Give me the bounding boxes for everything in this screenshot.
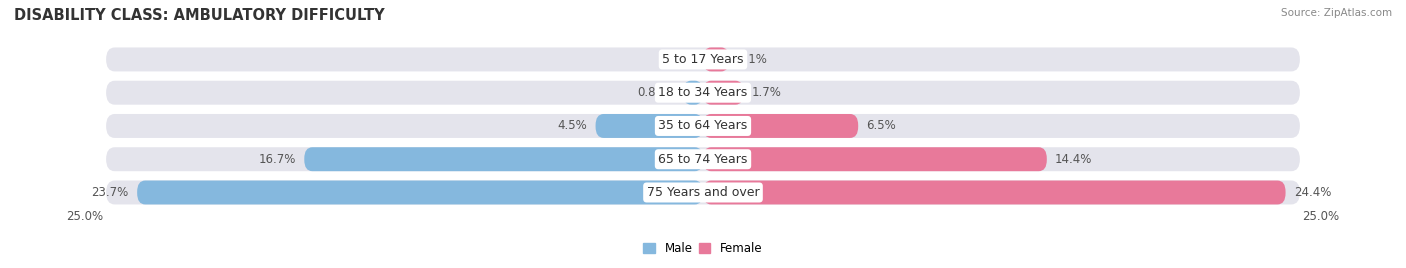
Text: 35 to 64 Years: 35 to 64 Years — [658, 120, 748, 132]
FancyBboxPatch shape — [105, 47, 1301, 71]
Text: 75 Years and over: 75 Years and over — [647, 186, 759, 199]
Text: 5 to 17 Years: 5 to 17 Years — [662, 53, 744, 66]
FancyBboxPatch shape — [703, 114, 858, 138]
FancyBboxPatch shape — [105, 81, 1301, 105]
FancyBboxPatch shape — [703, 81, 744, 105]
Text: 65 to 74 Years: 65 to 74 Years — [658, 153, 748, 166]
FancyBboxPatch shape — [703, 47, 730, 71]
Text: 24.4%: 24.4% — [1294, 186, 1331, 199]
Text: 0.0%: 0.0% — [665, 53, 695, 66]
Text: 1.1%: 1.1% — [738, 53, 768, 66]
Text: 1.7%: 1.7% — [752, 86, 782, 99]
Text: 23.7%: 23.7% — [91, 186, 129, 199]
Text: DISABILITY CLASS: AMBULATORY DIFFICULTY: DISABILITY CLASS: AMBULATORY DIFFICULTY — [14, 8, 385, 23]
Text: 4.5%: 4.5% — [557, 120, 588, 132]
Legend: Male, Female: Male, Female — [644, 242, 762, 255]
FancyBboxPatch shape — [596, 114, 703, 138]
Text: 6.5%: 6.5% — [866, 120, 896, 132]
Text: 0.84%: 0.84% — [637, 86, 675, 99]
Text: 18 to 34 Years: 18 to 34 Years — [658, 86, 748, 99]
Text: Source: ZipAtlas.com: Source: ZipAtlas.com — [1281, 8, 1392, 18]
FancyBboxPatch shape — [683, 81, 703, 105]
FancyBboxPatch shape — [105, 147, 1301, 171]
Text: 16.7%: 16.7% — [259, 153, 295, 166]
Text: 25.0%: 25.0% — [1302, 210, 1340, 223]
Text: 25.0%: 25.0% — [66, 210, 104, 223]
FancyBboxPatch shape — [703, 147, 1047, 171]
FancyBboxPatch shape — [105, 114, 1301, 138]
FancyBboxPatch shape — [703, 181, 1285, 204]
FancyBboxPatch shape — [304, 147, 703, 171]
Text: 14.4%: 14.4% — [1054, 153, 1092, 166]
FancyBboxPatch shape — [105, 181, 1301, 204]
FancyBboxPatch shape — [138, 181, 703, 204]
